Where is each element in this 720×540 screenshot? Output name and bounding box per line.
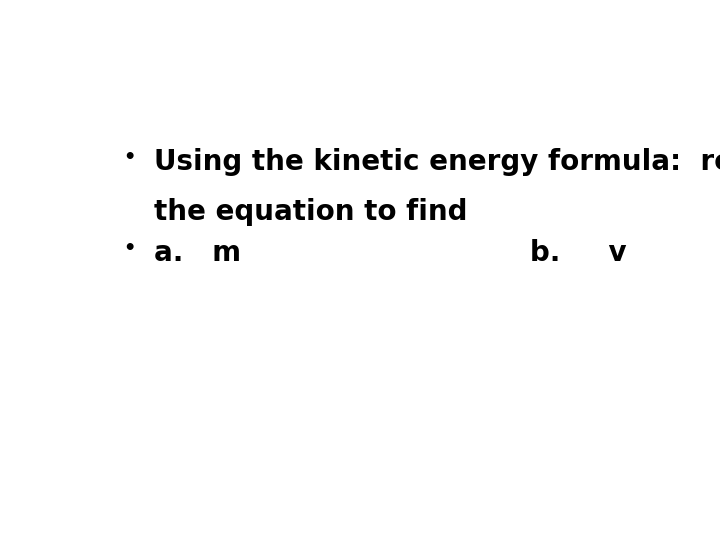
Text: Using the kinetic energy formula:  rearrange: Using the kinetic energy formula: rearra… [154,148,720,176]
Text: •: • [124,148,136,167]
Text: a.   m                              b.     v: a. m b. v [154,239,627,267]
Text: •: • [124,239,136,259]
Text: the equation to find: the equation to find [154,198,468,226]
